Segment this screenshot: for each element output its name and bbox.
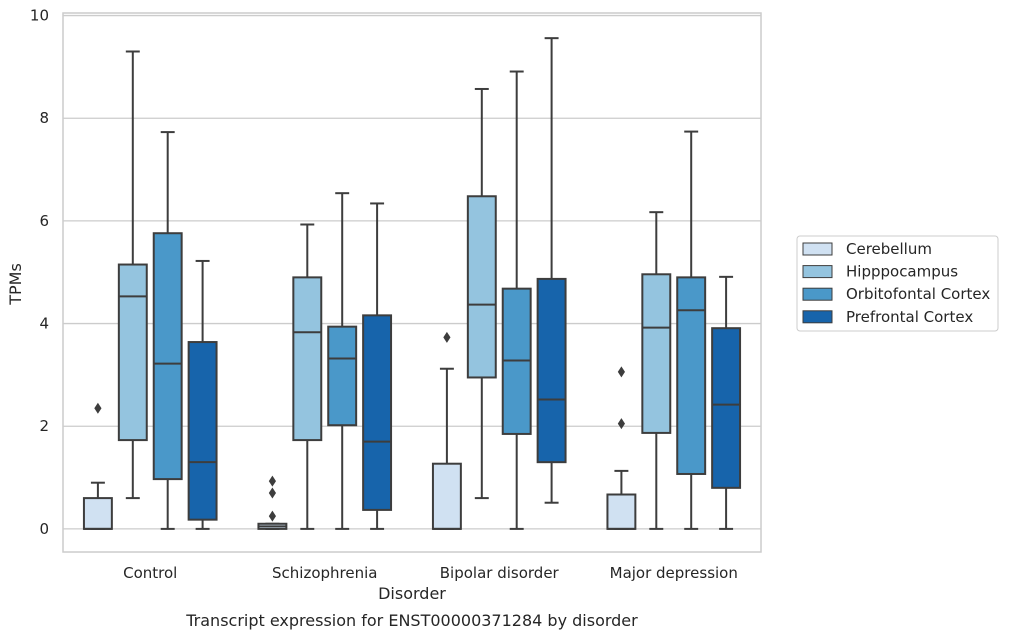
box-group <box>676 130 707 530</box>
legend-label: Cerebellum <box>846 240 932 258</box>
x-tick-label: Control <box>123 564 177 582</box>
box-group <box>606 366 637 530</box>
box-iqr <box>641 273 672 434</box>
box-iqr <box>466 195 497 379</box>
x-tick-label: Major depression <box>610 564 738 582</box>
outlier-point <box>443 331 451 343</box>
boxes-layer <box>82 37 742 530</box>
box-group <box>431 331 462 530</box>
box-group <box>501 70 532 530</box>
box-group <box>327 192 358 530</box>
box-iqr <box>327 325 358 427</box>
x-axis-title: Disorder <box>378 584 446 603</box>
box-group <box>292 223 323 530</box>
plot-frame <box>62 12 762 553</box>
box-iqr <box>362 314 393 511</box>
box-group <box>466 87 497 500</box>
box-iqr <box>187 341 218 521</box>
chart-caption: Transcript expression for ENST0000037128… <box>185 611 638 630</box>
legend: Cerebellum Hipppocampus Orbitofontal Corte… <box>796 235 999 332</box>
y-tick-label: 0 <box>39 520 49 538</box>
legend-swatch <box>802 265 833 279</box>
box-group <box>117 50 148 500</box>
box-group <box>711 275 742 530</box>
y-axis-title: TPMs <box>6 263 25 306</box>
x-tick-labels: Control Schizophrenia Bipolar disorder Majo… <box>123 564 738 582</box>
y-tick-label: 2 <box>39 417 49 435</box>
box-iqr <box>431 462 462 530</box>
outlier-point <box>268 510 276 522</box>
box-group <box>536 37 567 504</box>
box-group <box>152 131 183 530</box>
x-tick-label: Schizophrenia <box>272 564 377 582</box>
box-iqr <box>152 232 183 481</box>
box-group <box>362 202 393 530</box>
outlier-point <box>617 418 625 430</box>
legend-label: Prefrontal Cortex <box>846 308 973 326</box>
outlier-point <box>268 487 276 499</box>
legend-swatch <box>802 310 833 324</box>
box-iqr <box>606 493 637 530</box>
box-iqr <box>82 497 113 530</box>
y-tick-label: 4 <box>39 315 49 333</box>
box-iqr <box>676 276 707 475</box>
outlier-point <box>268 475 276 487</box>
y-tick-label: 8 <box>39 109 49 127</box>
y-tick-label: 10 <box>30 7 49 25</box>
legend-swatch <box>802 242 833 256</box>
x-tick-label: Bipolar disorder <box>440 564 560 582</box>
box-iqr <box>711 327 742 489</box>
box-group <box>187 259 218 530</box>
box-group <box>82 402 113 530</box>
legend-frame <box>796 235 999 332</box>
box-iqr <box>117 263 148 442</box>
legend-label: Orbitofontal Cortex <box>846 285 990 303</box>
box-group <box>257 475 288 530</box>
box-iqr <box>536 277 567 464</box>
y-tick-label: 6 <box>39 212 49 230</box>
outlier-point <box>94 402 102 414</box>
y-tick-labels: 0 2 4 6 8 10 <box>30 7 49 538</box>
outlier-point <box>617 366 625 378</box>
legend-swatch <box>802 287 833 301</box>
legend-label: Hipppocampus <box>846 263 958 281</box>
box-iqr <box>292 276 323 442</box>
box-group <box>641 211 672 530</box>
